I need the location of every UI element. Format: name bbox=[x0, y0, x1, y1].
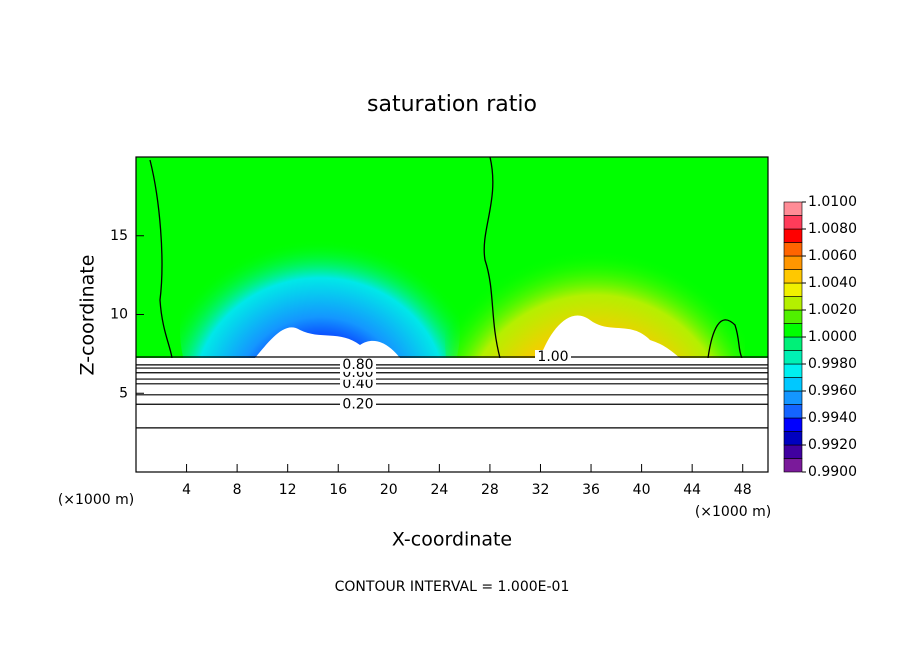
colorbar-band bbox=[783, 215, 803, 230]
footer: CONTOUR INTERVAL = 1.000E-01 bbox=[335, 579, 570, 595]
colorbar-band bbox=[783, 296, 803, 311]
colorbar-band bbox=[783, 255, 803, 270]
y-tick-label: 15 bbox=[110, 228, 128, 244]
contour-label-bg bbox=[340, 376, 376, 391]
x-tick-label: 16 bbox=[329, 482, 347, 498]
colorbar-band bbox=[783, 201, 803, 216]
contour-label: 1.00 bbox=[537, 349, 568, 365]
contour-label: 0.80 bbox=[342, 357, 373, 373]
y-axis-label: Z-coordinate bbox=[77, 255, 99, 376]
colorbar-tick-label: 0.9980 bbox=[808, 356, 857, 372]
colorbar-band bbox=[783, 444, 803, 459]
colorbar-band bbox=[783, 458, 803, 473]
colorbar-band bbox=[783, 363, 803, 378]
colorbar-band bbox=[783, 242, 803, 257]
colorbar-tick-label: 0.9920 bbox=[808, 437, 857, 453]
contour-label: 0.40 bbox=[342, 376, 373, 392]
contour-label-bg bbox=[535, 350, 571, 365]
colorbar-band bbox=[783, 431, 803, 446]
contour-label-bg bbox=[340, 397, 376, 412]
y-tick-label: 10 bbox=[110, 307, 128, 323]
colorbar-tick-label: 0.9960 bbox=[808, 383, 857, 399]
x-unit-left: (×1000 m) bbox=[58, 492, 134, 508]
x-axis-label: X-coordinate bbox=[392, 529, 512, 551]
colorbar-tick-label: 1.0040 bbox=[808, 275, 857, 291]
colorbar-tick-label: 0.9940 bbox=[808, 410, 857, 426]
colorbar-band bbox=[783, 390, 803, 405]
colorbar-band bbox=[783, 336, 803, 351]
contour-label: 0.20 bbox=[342, 396, 373, 412]
x-unit-right: (×1000 m) bbox=[695, 504, 771, 520]
colorbar-tick-label: 0.9900 bbox=[808, 464, 857, 480]
x-tick-label: 32 bbox=[532, 482, 550, 498]
colorbar-tick-label: 1.0000 bbox=[808, 329, 857, 345]
x-tick-label: 20 bbox=[380, 482, 398, 498]
x-tick-label: 36 bbox=[582, 482, 600, 498]
x-tick-label: 12 bbox=[279, 482, 297, 498]
colorbar-band bbox=[783, 417, 803, 432]
colorbar-tick-label: 1.0060 bbox=[808, 248, 857, 264]
field bbox=[136, 157, 768, 358]
colorbar-tick-label: 1.0020 bbox=[808, 302, 857, 318]
colorbar-band bbox=[783, 377, 803, 392]
colorbar-band bbox=[783, 323, 803, 338]
x-tick-label: 44 bbox=[683, 482, 701, 498]
colorbar-band bbox=[783, 228, 803, 243]
x-tick-label: 40 bbox=[633, 482, 651, 498]
x-tick-label: 8 bbox=[233, 482, 242, 498]
colorbar-band bbox=[783, 269, 803, 284]
colorbar-band bbox=[783, 404, 803, 419]
x-tick-label: 24 bbox=[430, 482, 448, 498]
colorbar-tick-label: 1.0100 bbox=[808, 194, 857, 210]
x-tick-label: 4 bbox=[182, 482, 191, 498]
chart-title: saturation ratio bbox=[367, 92, 537, 117]
colorbar-band bbox=[783, 350, 803, 365]
x-tick-label: 48 bbox=[734, 482, 752, 498]
x-tick-label: 28 bbox=[481, 482, 499, 498]
colorbar-band bbox=[783, 282, 803, 297]
y-tick-label: 5 bbox=[119, 385, 128, 401]
colorbar-band bbox=[783, 309, 803, 324]
colorbar-tick-label: 1.0080 bbox=[808, 221, 857, 237]
contour-label-bg bbox=[340, 357, 376, 372]
